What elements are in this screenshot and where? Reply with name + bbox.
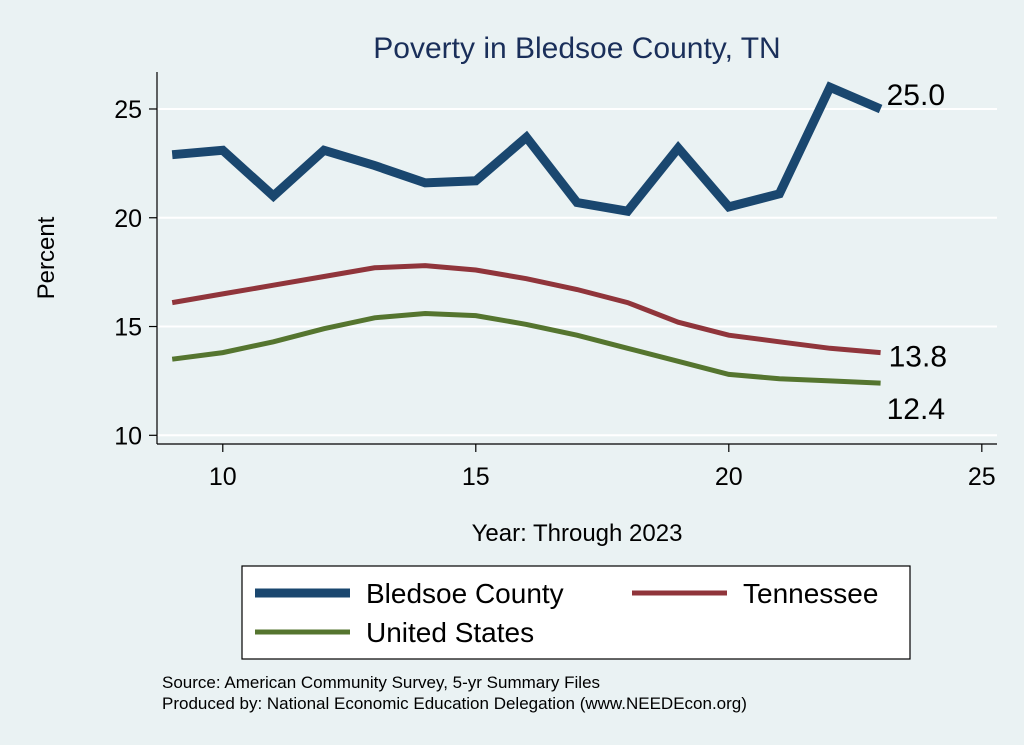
end-label-tennessee: 13.8 [889, 341, 947, 374]
y-axis-title: Percent [33, 216, 60, 299]
ticks: 10 15 20 25 10 15 20 25 [114, 96, 996, 491]
gridlines [157, 107, 997, 437]
y-tick-label-20: 20 [114, 205, 142, 233]
x-tick-label-10: 10 [209, 463, 237, 491]
legend-label-bledsoe: Bledsoe County [366, 578, 564, 609]
chart-title: Poverty in Bledsoe County, TN [373, 32, 780, 65]
producer-note: Produced by: National Economic Education… [162, 694, 747, 713]
legend-box [241, 565, 911, 660]
plot-area [157, 72, 997, 444]
x-tick-label-15: 15 [462, 463, 490, 491]
series-line-bledsoe-county [171, 81, 883, 217]
end-label-united-states: 12.4 [887, 393, 945, 426]
legend-label-united-states: United States [366, 617, 534, 648]
y-tick-label-10: 10 [114, 422, 142, 450]
axes [156, 72, 997, 445]
y-tick-label-25: 25 [114, 96, 142, 124]
series-line-tennessee [171, 263, 881, 356]
end-label-bledsoe-county: 25.0 [887, 79, 945, 112]
x-tick-label-25: 25 [968, 463, 996, 491]
series-layer [171, 81, 883, 386]
x-tick-label-20: 20 [715, 463, 743, 491]
legend-label-tennessee: Tennessee [743, 578, 878, 609]
x-axis-title: Year: Through 2023 [472, 520, 683, 547]
source-note: Source: American Community Survey, 5-yr … [162, 673, 600, 692]
series-line-united-states [171, 310, 881, 386]
y-tick-label-15: 15 [114, 314, 142, 342]
legend: Bledsoe County Tennessee United States [241, 565, 911, 660]
end-labels: 25.0 13.8 12.4 [887, 79, 947, 426]
